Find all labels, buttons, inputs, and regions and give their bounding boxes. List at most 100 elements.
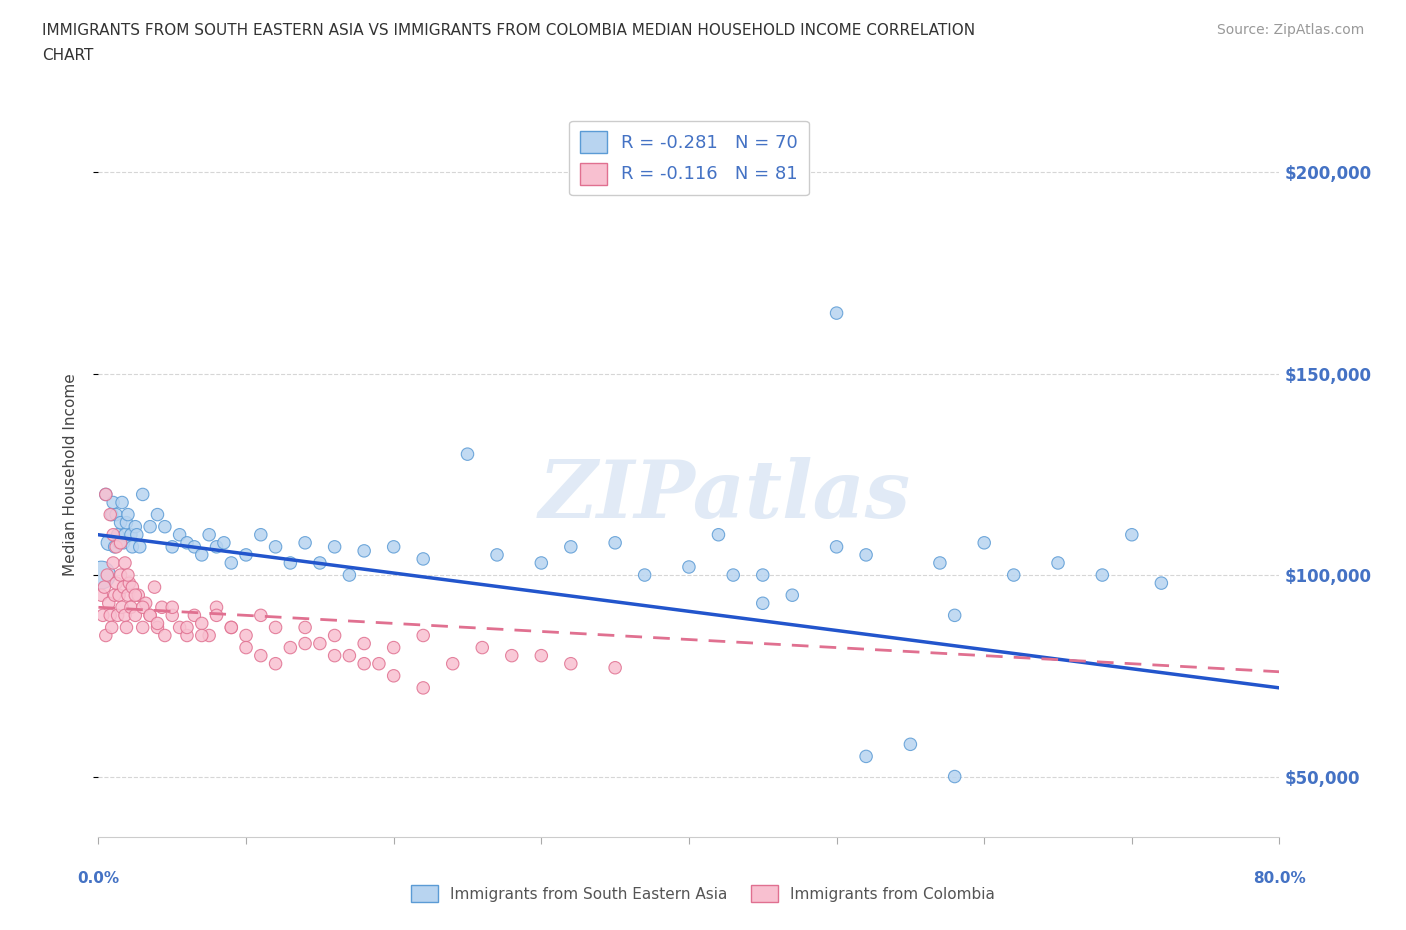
Point (323, 539, 346, 554)
Point (191, 616, 214, 631)
Point (115, 620, 138, 635)
Point (707, 527, 730, 542)
Point (111, 600, 134, 615)
Point (353, 636, 375, 651)
Point (205, 539, 228, 554)
Point (221, 555, 243, 570)
Point (943, 608, 966, 623)
Point (146, 507, 169, 522)
Point (111, 495, 134, 510)
Point (560, 657, 582, 671)
Point (135, 596, 157, 611)
Point (1150, 576, 1173, 591)
Point (183, 539, 205, 554)
Point (412, 628, 434, 643)
Point (114, 527, 136, 542)
Point (198, 628, 221, 643)
Point (108, 536, 131, 551)
Point (98, 608, 121, 623)
Point (100, 507, 122, 522)
Point (114, 608, 136, 623)
Point (1121, 527, 1143, 542)
Point (294, 636, 316, 651)
Point (235, 640, 257, 655)
Point (928, 555, 950, 570)
Point (176, 536, 198, 551)
Point (339, 648, 360, 663)
Point (368, 657, 391, 671)
Point (235, 628, 257, 643)
Point (139, 608, 162, 623)
Point (323, 628, 346, 643)
Point (633, 567, 655, 582)
Point (212, 536, 235, 551)
Point (825, 306, 848, 321)
Point (150, 600, 173, 615)
Point (117, 507, 139, 522)
Point (353, 543, 375, 558)
Point (162, 608, 183, 623)
Point (176, 620, 198, 635)
Point (278, 640, 302, 655)
Point (471, 640, 494, 655)
Point (825, 539, 848, 554)
Point (93, 579, 115, 594)
Point (294, 536, 316, 551)
Point (198, 527, 221, 542)
Point (723, 567, 745, 582)
Point (353, 657, 375, 671)
Point (121, 539, 143, 554)
Point (143, 579, 166, 594)
Text: 0.0%: 0.0% (77, 871, 120, 886)
Point (103, 527, 125, 542)
Point (441, 657, 464, 671)
Point (605, 536, 627, 551)
Point (221, 620, 243, 635)
Text: 80.0%: 80.0% (1253, 871, 1306, 886)
Point (146, 620, 169, 635)
Point (412, 551, 434, 566)
Point (132, 620, 155, 635)
Point (382, 669, 405, 684)
Point (104, 539, 127, 554)
Point (94, 487, 117, 502)
Point (323, 648, 346, 663)
Point (456, 446, 478, 461)
Point (97, 536, 120, 551)
Point (98, 507, 121, 522)
Text: ZIPatlas: ZIPatlas (538, 458, 911, 535)
Point (97, 596, 120, 611)
Point (530, 648, 553, 663)
Point (205, 608, 228, 623)
Point (264, 620, 287, 635)
Point (105, 576, 128, 591)
Point (105, 507, 128, 522)
Point (103, 555, 125, 570)
Point (501, 648, 523, 663)
Point (382, 539, 405, 554)
Point (382, 640, 405, 655)
Point (146, 616, 169, 631)
Point (132, 600, 155, 615)
Point (751, 596, 773, 611)
Point (120, 527, 142, 542)
Point (162, 600, 183, 615)
Point (118, 576, 141, 591)
Point (107, 608, 129, 623)
Point (560, 539, 582, 554)
Point (309, 555, 332, 570)
Point (90, 588, 112, 603)
Point (125, 527, 148, 542)
Point (191, 548, 214, 563)
Point (250, 608, 273, 623)
Text: Source: ZipAtlas.com: Source: ZipAtlas.com (1216, 23, 1364, 37)
Point (169, 620, 191, 635)
Point (90, 567, 112, 582)
Point (139, 608, 162, 623)
Point (162, 539, 183, 554)
Point (855, 749, 877, 764)
Point (264, 657, 287, 671)
Point (114, 555, 136, 570)
Point (100, 620, 122, 635)
Point (221, 620, 243, 635)
